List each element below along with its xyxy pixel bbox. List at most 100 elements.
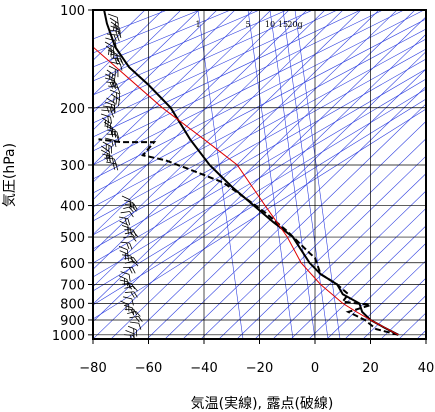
- wind-barb: [123, 205, 137, 213]
- isotherm-line: [272, 190, 426, 339]
- wind-barb-flag: [138, 316, 143, 322]
- wind-barb-staff: [106, 97, 116, 104]
- wind-barb-staff: [119, 220, 129, 226]
- wind-barb-staff: [106, 33, 117, 36]
- wind-barb-flag: [109, 82, 113, 89]
- wind-barb-flag: [128, 274, 131, 282]
- y-tick-label: 100: [60, 4, 85, 19]
- wind-barb: [123, 296, 134, 306]
- wind-barb-flag: [129, 242, 133, 250]
- wind-barb-staff: [129, 321, 139, 324]
- wind-barb-staff: [110, 25, 121, 31]
- wind-barb-staff: [120, 271, 130, 275]
- wind-barb: [104, 77, 117, 88]
- wind-barb-flag: [120, 58, 124, 66]
- wind-barb: [124, 231, 139, 238]
- wind-barb-flag: [118, 31, 122, 39]
- wind-barb: [124, 291, 138, 298]
- wind-barb-flag: [117, 70, 119, 78]
- wind-barb-flag: [129, 201, 132, 209]
- wind-barb: [129, 315, 143, 323]
- x-tick-label: 0: [311, 361, 319, 376]
- wind-barb: [127, 310, 141, 317]
- wind-barb-staff: [118, 216, 128, 220]
- wind-barb-flag: [104, 120, 106, 127]
- wind-barb: [124, 285, 138, 292]
- mixing-ratio-label: 20g: [287, 20, 302, 29]
- parcel-line: [93, 46, 399, 336]
- wind-barb-flag: [112, 82, 116, 90]
- wind-barb: [120, 271, 131, 282]
- wind-barb-flag: [124, 218, 128, 225]
- wind-barb-staff: [110, 93, 120, 100]
- x-tick-label: −20: [246, 361, 273, 376]
- wind-barb-flag: [110, 110, 114, 118]
- wind-barb-staff: [122, 282, 132, 285]
- wind-barb-flag: [116, 134, 120, 142]
- wind-barb-staff: [123, 235, 133, 239]
- wind-barb-flag: [135, 311, 141, 317]
- isotherm-line: [93, 10, 164, 79]
- x-tick-label: 40: [418, 361, 435, 376]
- wind-barbs: [100, 13, 143, 339]
- wind-barb-flag: [131, 235, 137, 242]
- wind-barb-staff: [104, 77, 115, 82]
- mixing-ratio-line: [269, 10, 316, 339]
- wind-barb-staff: [124, 199, 134, 204]
- wind-barb-flag: [127, 218, 131, 226]
- y-axis-title: 気圧(hPa): [2, 143, 18, 207]
- wind-barb-staff: [105, 45, 115, 53]
- wind-barb-flag: [118, 93, 121, 101]
- wind-barb-flag: [135, 329, 138, 337]
- x-tick-label: −60: [135, 361, 162, 376]
- wind-barb: [124, 203, 138, 210]
- y-tick-label: 800: [60, 297, 85, 312]
- wind-barb-flag: [131, 267, 136, 274]
- wind-barb-staff: [106, 133, 117, 136]
- wind-barb-staff: [106, 81, 117, 84]
- wind-barb-staff: [124, 231, 134, 235]
- wind-barb-flag: [118, 99, 120, 107]
- wind-barb-staff: [109, 17, 119, 24]
- wind-barb-flag: [133, 291, 138, 298]
- wind-barb-flag: [117, 87, 121, 95]
- wind-barb-flag: [131, 298, 134, 306]
- wind-barb-flag: [132, 285, 138, 292]
- temperature-line: [103, 10, 399, 336]
- wind-barb-flag: [126, 279, 128, 287]
- y-tick-label: 200: [60, 102, 85, 117]
- wind-barb: [102, 105, 116, 114]
- wind-barb: [106, 161, 119, 171]
- wind-barb-flag: [111, 139, 114, 147]
- wind-barb-staff: [123, 296, 132, 300]
- mixing-ratio-label: 10: [265, 20, 275, 29]
- wind-barb-staff: [104, 157, 115, 160]
- wind-barb-staff: [101, 109, 112, 112]
- wind-barb-staff: [107, 13, 118, 18]
- wind-barb-flag: [110, 117, 112, 124]
- y-tick-label: 600: [60, 257, 85, 272]
- mixing-ratio-label: 5: [245, 20, 250, 29]
- wind-barb-staff: [120, 241, 130, 244]
- wind-barb-staff: [120, 300, 129, 306]
- wind-barb-staff: [124, 285, 134, 289]
- wind-barb-flag: [133, 231, 139, 238]
- isotherm-line: [326, 242, 426, 339]
- wind-barb-flag: [112, 107, 116, 114]
- isotherm-line: [93, 10, 200, 113]
- wind-barb: [120, 300, 130, 312]
- x-tick-label: −80: [79, 361, 106, 376]
- wind-barb: [101, 145, 110, 159]
- isotherm-line: [398, 312, 426, 339]
- wind-barb-staff: [101, 117, 111, 124]
- wind-barb-staff: [108, 85, 119, 88]
- series-layer: [93, 10, 399, 336]
- wind-barb: [108, 65, 119, 78]
- wind-barb-staff: [110, 61, 121, 65]
- wind-barb-flag: [114, 80, 117, 88]
- wind-barb-staff: [106, 161, 116, 165]
- isotherm-line: [110, 33, 426, 339]
- wind-barb-flag: [108, 155, 111, 163]
- wind-barb-flag: [133, 309, 138, 316]
- wind-barb-staff: [100, 113, 111, 118]
